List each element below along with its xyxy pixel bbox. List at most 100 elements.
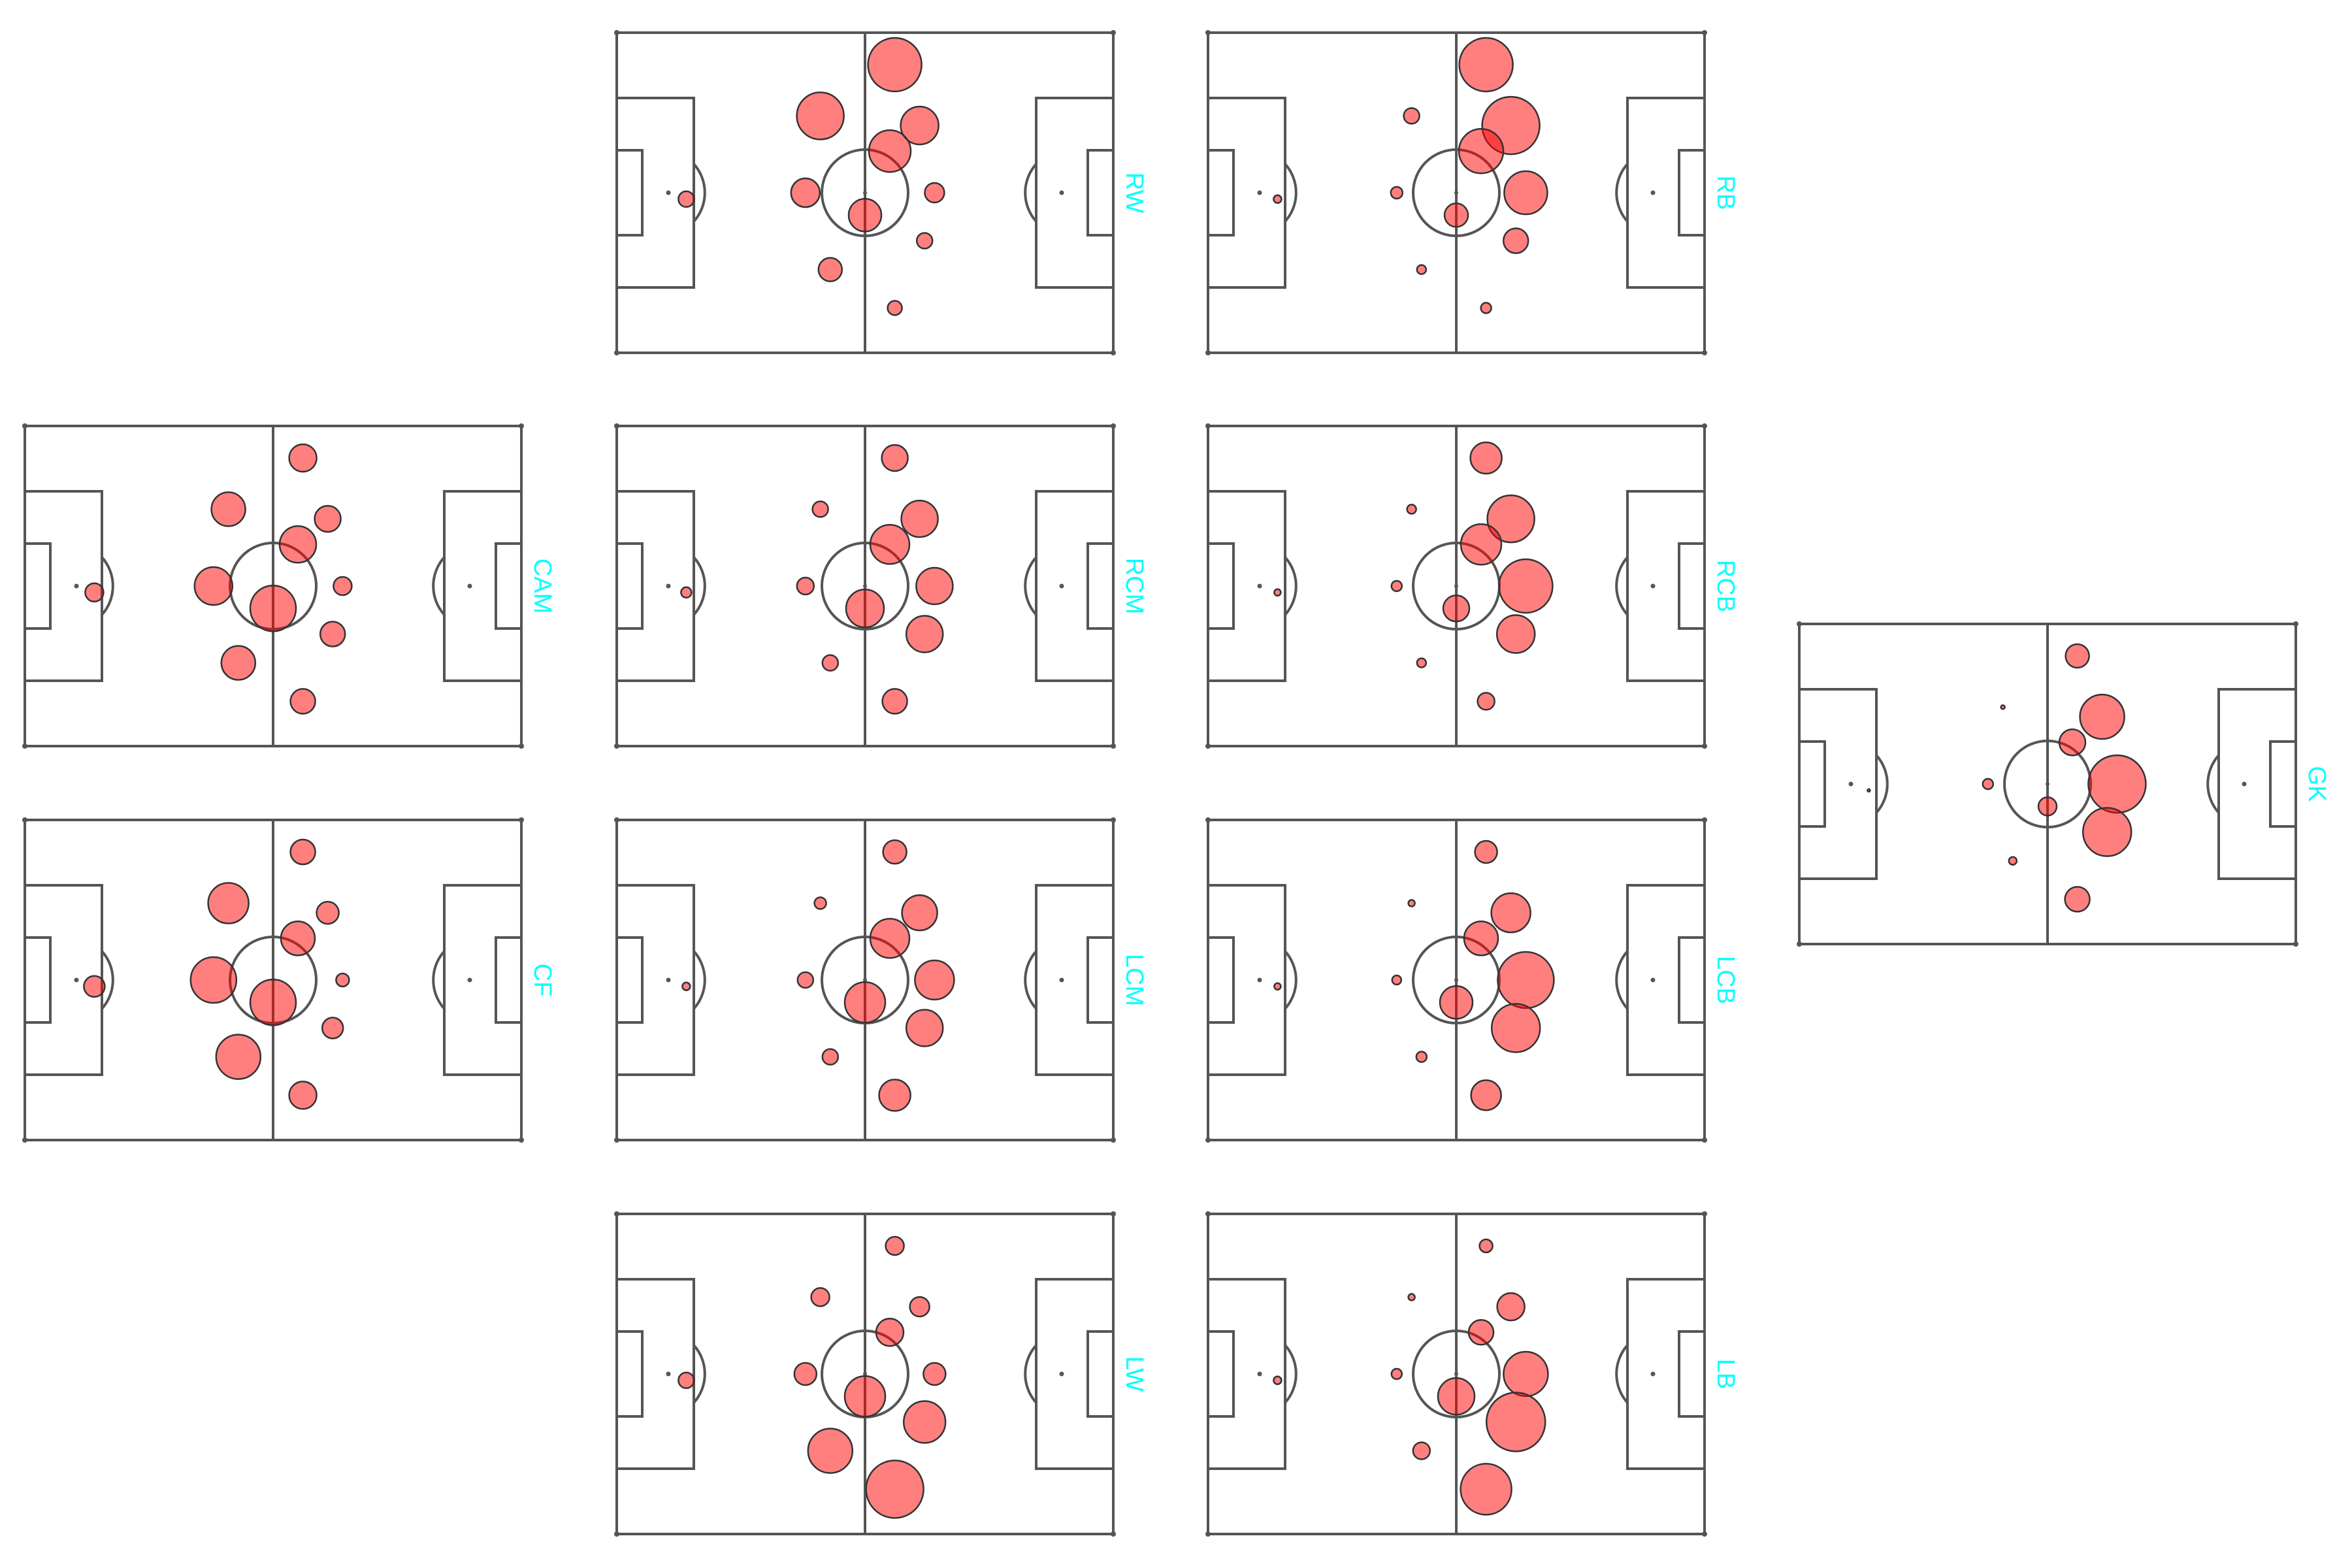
player-bubble <box>1478 1238 1494 1254</box>
left-penalty-spot <box>1257 977 1262 983</box>
corner-mark <box>1702 350 1707 355</box>
player-bubble <box>2079 693 2125 740</box>
corner-mark <box>614 350 619 355</box>
corner-mark <box>1111 817 1116 823</box>
player-bubble <box>843 981 887 1024</box>
corner-mark <box>519 423 524 429</box>
center-circle <box>821 542 909 630</box>
player-bubble <box>821 1048 840 1066</box>
player-bubble <box>1273 1375 1282 1386</box>
player-bubble <box>249 979 297 1026</box>
corner-mark <box>1797 941 1802 947</box>
player-bubble <box>1412 1441 1431 1460</box>
left-penalty-arc <box>1284 1344 1298 1404</box>
player-bubble <box>1467 1319 1495 1346</box>
player-bubble <box>868 129 912 173</box>
position-label: RB <box>1712 176 1739 210</box>
player-bubble <box>1458 37 1514 93</box>
player-bubble <box>335 972 350 988</box>
player-bubble <box>1407 1293 1416 1301</box>
corner-mark <box>2293 621 2298 627</box>
right-penalty-arc <box>1024 556 1037 616</box>
left-penalty-spot <box>1848 781 1854 787</box>
left-penalty-spot <box>666 583 671 589</box>
player-bubble <box>881 444 909 472</box>
right-penalty-arc <box>1615 950 1629 1010</box>
left-penalty-spot <box>666 977 671 983</box>
left-penalty-arc <box>1875 754 1889 814</box>
player-bubble <box>914 959 955 1001</box>
player-bubble <box>1495 614 1536 654</box>
left-penalty-box <box>1207 490 1286 682</box>
pitch-rcb: RCB <box>1205 423 1739 749</box>
player-bubble <box>900 105 939 146</box>
center-spot <box>863 584 867 588</box>
corner-mark <box>1702 817 1707 823</box>
right-penalty-box <box>1626 97 1706 289</box>
player-bubble <box>882 839 907 865</box>
corner-mark <box>1205 30 1211 35</box>
position-label: LB <box>1712 1359 1739 1389</box>
player-bubble <box>1273 588 1282 597</box>
pitch-layer: RW RB CAM RCM RCB GK CF LCM LCB LW LB <box>22 30 2330 1537</box>
player-bubble <box>905 1009 944 1047</box>
left-goal-area <box>615 936 644 1024</box>
position-label: LCB <box>1712 956 1739 1004</box>
player-bubble <box>1867 788 1871 793</box>
right-penalty-box <box>443 884 523 1076</box>
left-goal-area <box>1798 740 1826 828</box>
player-bubble <box>1486 494 1535 544</box>
corner-mark <box>1205 423 1211 429</box>
corner-mark <box>1702 423 1707 429</box>
player-bubble <box>1982 777 1995 791</box>
player-bubble <box>821 654 840 672</box>
player-bubble <box>843 1375 887 1418</box>
pitch-lcb: LCB <box>1205 817 1739 1143</box>
player-bubble <box>1469 441 1503 475</box>
left-penalty-box <box>1207 97 1286 289</box>
left-penalty-spot <box>74 583 79 589</box>
right-penalty-box <box>2217 688 2297 880</box>
left-penalty-arc <box>1284 163 1298 223</box>
player-bubble <box>796 91 845 140</box>
right-penalty-arc <box>1615 163 1629 223</box>
center-circle <box>821 148 909 237</box>
right-penalty-spot <box>1650 190 1656 195</box>
left-penalty-spot <box>666 1371 671 1377</box>
center-spot <box>1454 978 1458 982</box>
right-penalty-spot <box>1059 977 1064 983</box>
right-penalty-box <box>1626 1278 1706 1470</box>
right-penalty-spot <box>1650 1371 1656 1377</box>
corner-mark <box>1702 1211 1707 1217</box>
left-penalty-spot <box>1257 190 1262 195</box>
player-bubble <box>1470 1079 1502 1111</box>
player-bubble <box>1503 1350 1549 1397</box>
right-penalty-spot <box>467 583 472 589</box>
left-penalty-arc <box>693 556 706 616</box>
player-bubble <box>678 1371 695 1390</box>
corner-mark <box>1111 423 1116 429</box>
pitch-rcm: RCM <box>614 423 1148 749</box>
left-penalty-box <box>615 490 695 682</box>
player-bubble <box>1458 128 1505 174</box>
right-penalty-arc <box>1615 1344 1629 1404</box>
position-label: RCB <box>1712 560 1739 612</box>
player-bubble <box>189 956 238 1004</box>
player-bubble <box>678 190 695 208</box>
right-goal-area <box>1678 1330 1706 1418</box>
corner-mark <box>614 423 619 429</box>
player-bubble <box>321 1017 344 1039</box>
player-bubble <box>288 1081 318 1110</box>
corner-mark <box>614 743 619 749</box>
player-bubble <box>2008 856 2018 866</box>
corner-mark <box>1111 350 1116 355</box>
corner-mark <box>614 1211 619 1217</box>
center-spot <box>1454 584 1458 588</box>
right-goal-area <box>1086 149 1115 237</box>
player-bubble <box>278 525 318 564</box>
corner-mark <box>614 1137 619 1143</box>
player-bubble <box>2082 807 2132 857</box>
corner-mark <box>519 743 524 749</box>
center-spot <box>1454 1372 1458 1376</box>
